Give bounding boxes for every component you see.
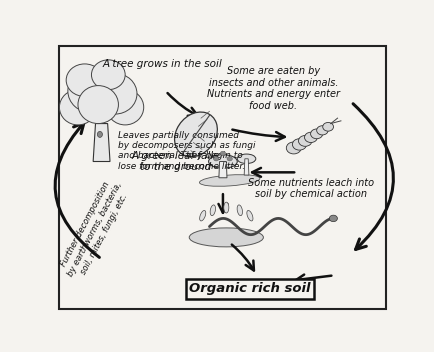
Circle shape <box>304 132 317 143</box>
Circle shape <box>298 136 311 146</box>
Circle shape <box>316 126 327 135</box>
Polygon shape <box>243 159 248 175</box>
Text: Some are eaten by
insects and other animals.
Nutrients and energy enter
food web: Some are eaten by insects and other anim… <box>207 66 339 111</box>
Ellipse shape <box>208 155 237 168</box>
Polygon shape <box>93 124 110 162</box>
Text: Organic rich soil: Organic rich soil <box>189 282 310 295</box>
Polygon shape <box>218 162 227 178</box>
Ellipse shape <box>223 202 228 213</box>
Ellipse shape <box>106 90 143 125</box>
Ellipse shape <box>93 74 137 114</box>
Circle shape <box>322 122 333 131</box>
Ellipse shape <box>59 90 96 125</box>
Circle shape <box>227 157 232 161</box>
Circle shape <box>329 215 337 222</box>
Ellipse shape <box>199 175 259 186</box>
Ellipse shape <box>66 64 103 96</box>
Circle shape <box>220 151 225 156</box>
Ellipse shape <box>97 131 102 137</box>
Circle shape <box>292 139 306 150</box>
Ellipse shape <box>78 86 118 124</box>
Ellipse shape <box>189 228 263 247</box>
Ellipse shape <box>237 154 255 164</box>
Circle shape <box>286 142 300 154</box>
Ellipse shape <box>68 69 115 113</box>
Ellipse shape <box>91 60 125 90</box>
Text: Some nutrients leach into
soil by chemical action: Some nutrients leach into soil by chemic… <box>247 178 373 199</box>
Circle shape <box>213 157 218 161</box>
Ellipse shape <box>174 112 217 157</box>
Ellipse shape <box>199 210 205 221</box>
Ellipse shape <box>246 210 253 221</box>
Ellipse shape <box>210 205 215 216</box>
Text: A tree grows in the soil: A tree grows in the soil <box>102 59 222 69</box>
Text: A green leaf falls
to the ground: A green leaf falls to the ground <box>132 151 219 172</box>
Circle shape <box>310 129 322 139</box>
Text: Further decomposition
by earthworms, bacteria,
soil, mites, fungi, etc.: Further decomposition by earthworms, bac… <box>57 176 132 283</box>
Ellipse shape <box>237 205 242 216</box>
Text: Leaves partially consumed
by decomposers such as fungi
and bacteria. They begin : Leaves partially consumed by decomposers… <box>118 131 255 171</box>
FancyBboxPatch shape <box>59 46 385 309</box>
